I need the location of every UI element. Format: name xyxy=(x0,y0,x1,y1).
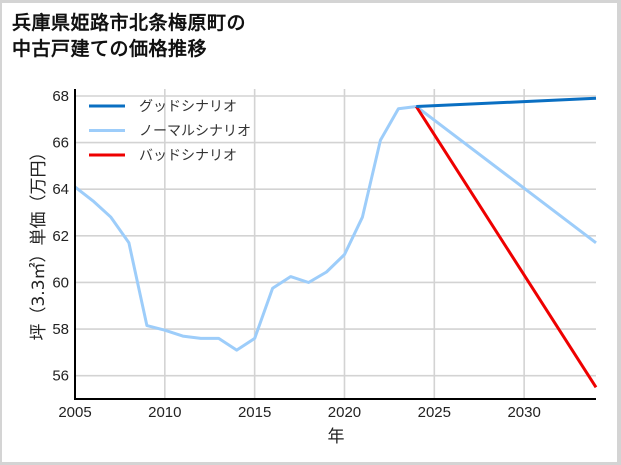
y-tick-label: 66 xyxy=(52,135,69,152)
y-tick-label: 62 xyxy=(52,228,69,245)
grid-lines xyxy=(74,89,596,399)
y-tick-label: 56 xyxy=(52,368,69,385)
series-lines xyxy=(74,96,598,389)
chart-title-line-2: 中古戸建ての価格推移 xyxy=(12,38,208,60)
x-axis-label: 年 xyxy=(328,427,345,447)
x-tick-label: 2015 xyxy=(238,404,271,421)
x-tick-label: 2010 xyxy=(148,404,181,421)
y-tick-labels: 56 58 60 62 64 66 68 xyxy=(52,88,69,385)
series-line-1 xyxy=(74,105,597,352)
chart-title: 兵庫県姫路市北条梅原町の 中古戸建ての価格推移 xyxy=(12,10,246,62)
legend-label-1: ノーマルシナリオ xyxy=(139,124,251,140)
series-line-0 xyxy=(416,96,597,108)
y-tick-label: 60 xyxy=(52,274,69,291)
legend-label-2: バッドシナリオ xyxy=(139,148,237,164)
axes xyxy=(74,89,596,400)
x-tick-labels: 2005 2010 2015 2020 2025 2030 xyxy=(58,404,541,421)
x-tick-label: 2030 xyxy=(507,404,540,421)
y-tick-label: 64 xyxy=(52,181,69,198)
y-axis-label: 坪（3.3㎡）単価（万円） xyxy=(29,143,49,340)
y-tick-label: 58 xyxy=(52,321,69,338)
chart-title-line-1: 兵庫県姫路市北条梅原町の xyxy=(12,12,247,34)
x-tick-label: 2005 xyxy=(58,404,91,421)
x-tick-label: 2025 xyxy=(418,404,451,421)
legend-label-0: グッドシナリオ xyxy=(139,99,237,115)
y-tick-label: 68 xyxy=(52,88,69,105)
series-line-2 xyxy=(415,105,598,389)
x-tick-label: 2020 xyxy=(328,404,361,421)
